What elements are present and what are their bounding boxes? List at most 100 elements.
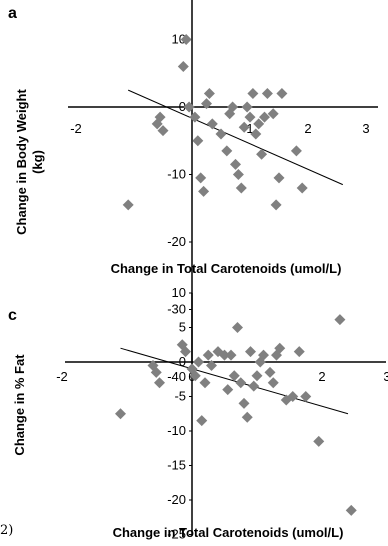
panel-a-data-point [177, 61, 189, 72]
panel-c-data-point [248, 380, 260, 392]
panel-a-data-point [235, 182, 247, 194]
panel-a-data-point [334, 314, 346, 326]
panel-a-y-tick-label: -10 [167, 167, 186, 182]
panel-c-data-point [287, 391, 299, 402]
panel-c-y-axis-label-text: Change in % Fat [12, 354, 27, 456]
panel-c-data-point [267, 377, 279, 389]
panel-c-data-point [313, 435, 325, 447]
panel-a-data-point [261, 88, 273, 99]
panel-a-x-tick-label: -2 [70, 121, 82, 136]
panel-c-data-point [189, 370, 201, 382]
panel-a-data-point [296, 182, 308, 194]
panel-a-x-axis-label: Change in Total Carotenoids (umol/L) [111, 261, 342, 276]
panel-c-data-point [225, 349, 237, 361]
panel-a-data-point [232, 169, 244, 180]
panel-a-y-tick-label: 0 [179, 99, 186, 114]
panel-a-data-point [259, 111, 270, 123]
panel-a-data-point [183, 101, 195, 113]
panel-c-data-point [241, 411, 253, 423]
panel-a-data-point [203, 88, 215, 99]
panel-c-data-point [251, 370, 263, 382]
panel-c-x-tick-label: -2 [56, 369, 68, 384]
panel-c-data-point [193, 356, 204, 368]
panel-a-data-point [227, 101, 239, 113]
panel-a-data-point [290, 145, 302, 157]
panel-c-data-point [206, 359, 217, 371]
panel-a-data-point [244, 111, 256, 123]
panel-a-data-point [189, 111, 201, 123]
panel-a-data-point [195, 172, 207, 184]
panel-a-data-point [180, 34, 192, 45]
panel-c-data-point [300, 391, 312, 402]
panel-c-y-tick-label: 10 [172, 285, 186, 300]
panel-a-letter: a [8, 5, 17, 22]
panel-a-y-axis-label-line2: (kg) [30, 150, 45, 174]
panel-a-data-point [192, 135, 204, 147]
panel-c-data-point [202, 349, 214, 361]
panel-c-data-point [264, 366, 276, 378]
panel-c-y-tick-label: 0 [179, 354, 186, 369]
panel-c-y-tick-label: -10 [167, 423, 186, 438]
panel-c-y-tick-label: -20 [167, 492, 186, 507]
panel-a-data-point [247, 88, 259, 99]
panel-a-data-point [270, 199, 282, 211]
panel-c-data-point [345, 504, 357, 516]
panel-a-trendline [127, 89, 344, 186]
panel-a-y-axis-label-line1: Change in Body Weight [14, 89, 29, 235]
panel-a-data-point [122, 199, 134, 211]
panel-c-data-point [150, 366, 162, 378]
panel-a-data-point [253, 118, 265, 130]
panel-a-x-tick-label: 2 [304, 121, 311, 136]
panel-c-x-tick-label: 2 [318, 369, 325, 384]
panel-a-x-tick-label: 1 [246, 121, 253, 136]
panel-a-data-point [206, 118, 218, 130]
panel-c-data-point [222, 384, 234, 396]
panel-a-data-point [215, 128, 227, 140]
panel-c-data-point [115, 408, 126, 420]
panel-c-data-point [154, 377, 165, 389]
panel-a-y-tick-label: 10 [172, 32, 186, 47]
panel-c-data-point [245, 346, 256, 358]
panel-a-data-point [221, 145, 233, 157]
panel-c-data-point [258, 349, 269, 361]
panel-c-data-point [199, 377, 211, 389]
panel-c-data-point [238, 397, 250, 409]
panel-a-data-point [273, 172, 285, 184]
panel-a-data-point [198, 185, 210, 197]
panel-a-data-point [238, 121, 250, 133]
panel-c-y-tick-label: -25 [167, 527, 186, 542]
panel-a-y-tick-label: -30 [167, 302, 186, 317]
panel-c-y-tick-label: 5 [179, 320, 186, 335]
panel-c-data-point [219, 349, 230, 361]
panel-c-y-tick-label: -15 [167, 458, 186, 473]
panel-a-data-point [230, 158, 241, 170]
panel-c-y-tick-label: -5 [174, 389, 186, 404]
panel-c-letter: c [8, 307, 17, 324]
panel-c-data-point [180, 346, 191, 358]
panel-a-y-tick-label: -40 [167, 369, 186, 384]
panel-a-data-point [241, 101, 253, 113]
page-number-fragment: 2) [0, 523, 13, 538]
panel-a-x-tick-label: 3 [362, 121, 369, 136]
panel-a-data-point [250, 128, 262, 140]
panel-a-y-tick-label: -20 [167, 234, 186, 249]
panel-a-data-point [154, 111, 166, 123]
panel-a-data-point [256, 148, 268, 160]
panel-c-y-axis-label: Change in % Fat [12, 354, 27, 456]
panel-a-data-point [157, 125, 169, 137]
panel-c-data-point [196, 415, 208, 427]
panel-a-data-point [267, 108, 279, 120]
panel-a-data-point [201, 98, 212, 110]
panel-c-data-point [228, 370, 240, 382]
panel-c-data-point [293, 346, 305, 358]
panel-a-y-axis-label: Change in Body Weight (kg) [14, 89, 45, 235]
panel-c-x-tick-label: 3 [383, 369, 388, 384]
panel-c-data-point [274, 342, 286, 354]
panel-c-x-axis-label: Change in Total Carotenoids (umol/L) [113, 525, 344, 540]
panel-a-data-point [276, 88, 288, 99]
panel-c-data-point [232, 322, 243, 333]
panel-c-data-point [235, 377, 247, 389]
